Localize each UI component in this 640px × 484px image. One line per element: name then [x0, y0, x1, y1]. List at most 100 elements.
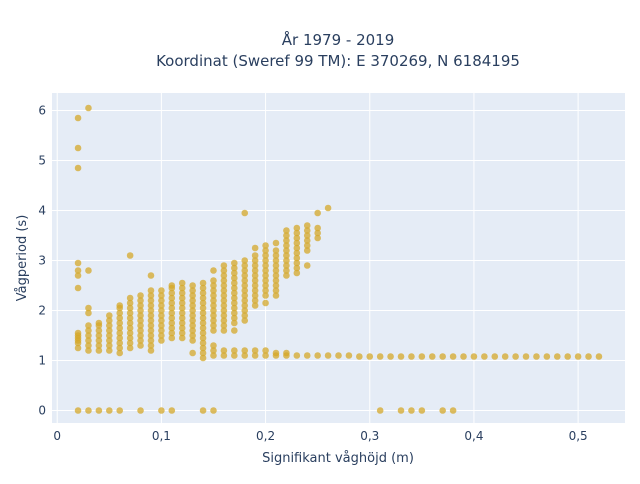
y-tick-label: 2	[38, 304, 46, 318]
data-point	[283, 232, 290, 239]
data-point	[158, 312, 165, 319]
data-point	[439, 407, 446, 414]
data-point	[158, 287, 165, 294]
data-point	[210, 292, 217, 299]
data-point	[324, 204, 332, 212]
data-point	[241, 292, 249, 299]
data-point	[293, 234, 301, 242]
data-point	[220, 287, 228, 294]
data-point	[251, 272, 259, 279]
y-tick-label: 1	[38, 354, 46, 368]
data-point	[543, 353, 551, 360]
data-point	[199, 314, 207, 322]
data-point	[168, 314, 176, 322]
data-point	[356, 353, 363, 360]
data-point	[470, 353, 478, 360]
data-point	[293, 229, 301, 237]
data-point	[262, 299, 269, 307]
data-point	[303, 247, 311, 254]
data-point	[126, 334, 134, 342]
data-point	[533, 353, 540, 360]
data-point	[231, 289, 238, 297]
data-point	[272, 247, 280, 254]
data-point	[147, 332, 155, 339]
data-point	[241, 209, 249, 217]
data-point	[189, 287, 196, 294]
data-point	[116, 314, 124, 322]
data-point	[106, 322, 113, 329]
data-point	[199, 354, 207, 362]
data-point	[585, 353, 592, 360]
data-point	[231, 294, 238, 302]
data-point	[147, 307, 155, 314]
data-point	[293, 259, 301, 267]
data-point	[283, 252, 290, 259]
data-point	[272, 267, 280, 274]
data-point	[262, 277, 269, 284]
data-point	[272, 239, 280, 247]
data-point	[303, 242, 311, 249]
y-axis-title: Vågperiod (s)	[15, 215, 30, 302]
data-point	[126, 252, 134, 259]
data-point	[126, 314, 134, 322]
data-point	[147, 312, 155, 319]
data-point	[272, 349, 280, 357]
data-point	[210, 327, 217, 334]
data-point	[231, 269, 238, 277]
data-point	[449, 353, 457, 360]
tick-labels: 0 0,1 0,2 0,3 0,4 0,5 0 1 2 3 4 5 6	[38, 104, 587, 444]
data-point	[147, 342, 155, 349]
data-point	[85, 104, 92, 112]
data-point	[376, 353, 384, 360]
data-point	[126, 344, 134, 352]
data-point	[262, 242, 269, 249]
data-point	[220, 352, 228, 359]
data-point	[85, 327, 92, 334]
data-point	[491, 353, 499, 360]
data-point	[314, 234, 321, 242]
data-point	[106, 327, 113, 334]
data-point	[178, 319, 186, 327]
data-point	[293, 264, 301, 272]
data-point	[303, 352, 311, 359]
data-point	[168, 334, 176, 342]
data-point	[262, 352, 269, 359]
data-point	[85, 332, 92, 339]
data-point	[158, 307, 165, 314]
data-point	[303, 222, 311, 229]
data-point	[137, 332, 144, 339]
data-point	[137, 297, 144, 304]
data-point	[210, 347, 217, 354]
data-point	[106, 317, 113, 324]
data-point	[116, 334, 124, 342]
data-point	[262, 282, 269, 289]
data-point	[158, 292, 165, 299]
data-point	[158, 337, 165, 344]
data-point	[74, 267, 82, 274]
x-axis-title: Signifikant våghöjd (m)	[262, 451, 414, 466]
data-point	[147, 287, 155, 294]
data-point	[220, 267, 228, 274]
data-point	[418, 353, 426, 360]
data-point	[231, 314, 238, 322]
data-point	[366, 353, 374, 360]
data-point	[293, 244, 301, 252]
data-point	[553, 353, 561, 360]
data-point	[272, 272, 280, 279]
data-point	[314, 352, 321, 359]
data-point	[335, 352, 342, 359]
x-tick-label: 0,1	[152, 429, 171, 443]
data-point	[210, 267, 217, 274]
data-point	[158, 302, 165, 309]
data-point	[74, 344, 82, 352]
data-point	[241, 272, 249, 279]
data-point	[168, 304, 176, 312]
plot-area	[52, 93, 625, 423]
data-point	[460, 353, 467, 360]
data-point	[210, 297, 217, 304]
data-point	[74, 114, 82, 122]
data-point	[231, 347, 238, 354]
data-point	[241, 347, 249, 354]
data-point	[178, 314, 186, 322]
y-tick-label: 0	[38, 404, 46, 418]
